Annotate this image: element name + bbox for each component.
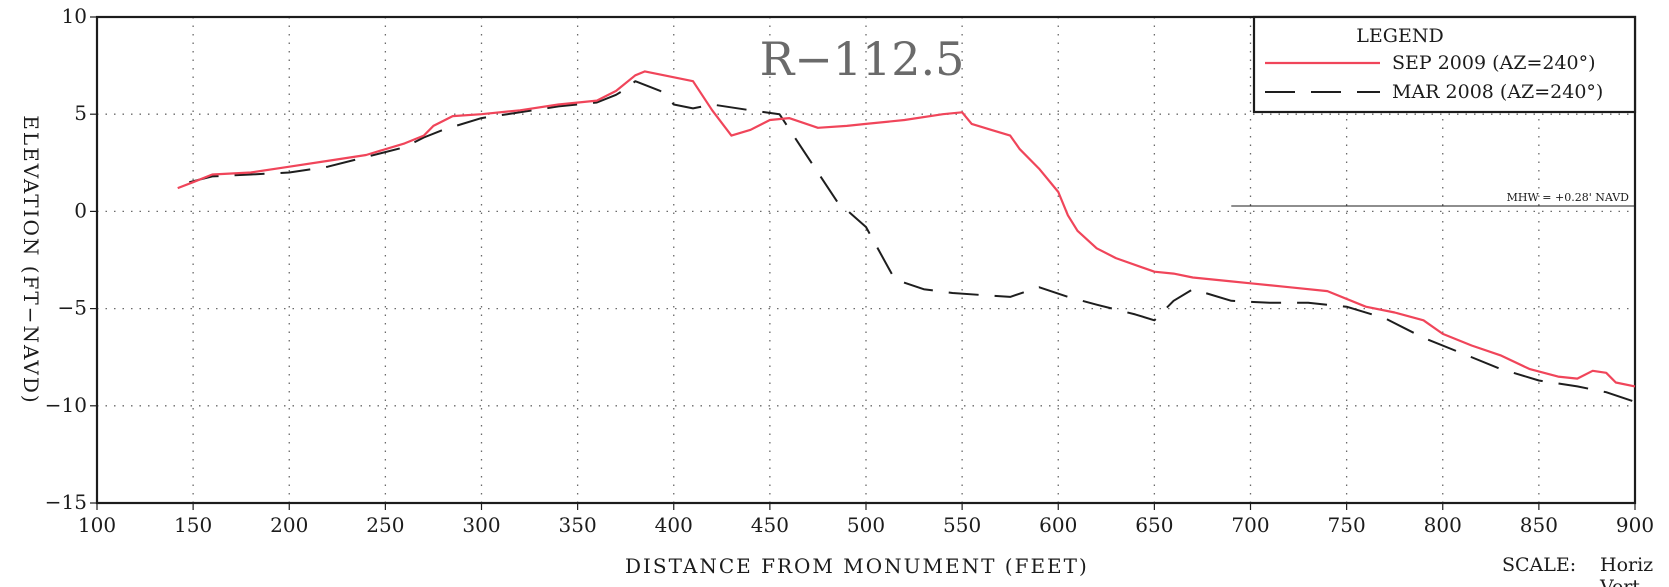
- x-tick-label: 600: [1039, 513, 1077, 537]
- x-tick-label: 550: [943, 513, 981, 537]
- series-line-sep-2009: [177, 70, 1636, 388]
- legend-label-mar-2008: MAR 2008 (AZ=240°): [1392, 81, 1603, 103]
- y-tick-label: 10: [62, 4, 87, 28]
- x-tick-label: 150: [174, 513, 212, 537]
- y-tick-label: −5: [58, 296, 87, 320]
- scale-text: Horiz: [1600, 554, 1653, 576]
- series-lines: [177, 70, 1636, 403]
- legend-label-sep-2009: SEP 2009 (AZ=240°): [1392, 52, 1596, 74]
- scale-label: SCALE:: [1502, 554, 1576, 576]
- mhw-label: MHW = +0.28' NAVD: [1507, 191, 1630, 204]
- chart-title: R−112.5: [760, 32, 965, 86]
- x-tick-label: 250: [366, 513, 404, 537]
- y-tick-label: −10: [45, 393, 87, 417]
- grid-lines: [97, 17, 1635, 503]
- axis-ticks: 100 150 200 250 300 350 400 450 500 550 600 650 700 7…: [45, 4, 1654, 537]
- x-tick-label: 900: [1616, 513, 1654, 537]
- scale-text-vertical: Vert: [1599, 576, 1640, 587]
- x-tick-label: 350: [559, 513, 597, 537]
- x-tick-label: 400: [655, 513, 693, 537]
- x-tick-label: 650: [1135, 513, 1173, 537]
- x-tick-label: 750: [1328, 513, 1366, 537]
- y-tick-label: 0: [74, 198, 87, 222]
- y-tick-label: −15: [45, 490, 87, 514]
- x-tick-label: 100: [78, 513, 116, 537]
- legend: LEGEND SEP 2009 (AZ=240°) MAR 2008 (AZ=2…: [1252, 15, 1637, 114]
- x-tick-label: 300: [462, 513, 500, 537]
- y-tick-label: 5: [74, 101, 87, 125]
- series-line-mar-2008: [189, 80, 1636, 403]
- x-tick-label: 500: [847, 513, 885, 537]
- x-tick-label: 450: [751, 513, 789, 537]
- x-tick-label: 800: [1424, 513, 1462, 537]
- x-tick-label: 850: [1520, 513, 1558, 537]
- x-axis-title: DISTANCE FROM MONUMENT (FEET): [625, 554, 1089, 578]
- x-tick-label: 700: [1231, 513, 1269, 537]
- x-tick-label: 200: [270, 513, 308, 537]
- legend-title: LEGEND: [1356, 25, 1443, 47]
- y-axis-title: ELEVATION (FT−NAVD): [19, 115, 43, 404]
- legend-box: [1252, 15, 1637, 114]
